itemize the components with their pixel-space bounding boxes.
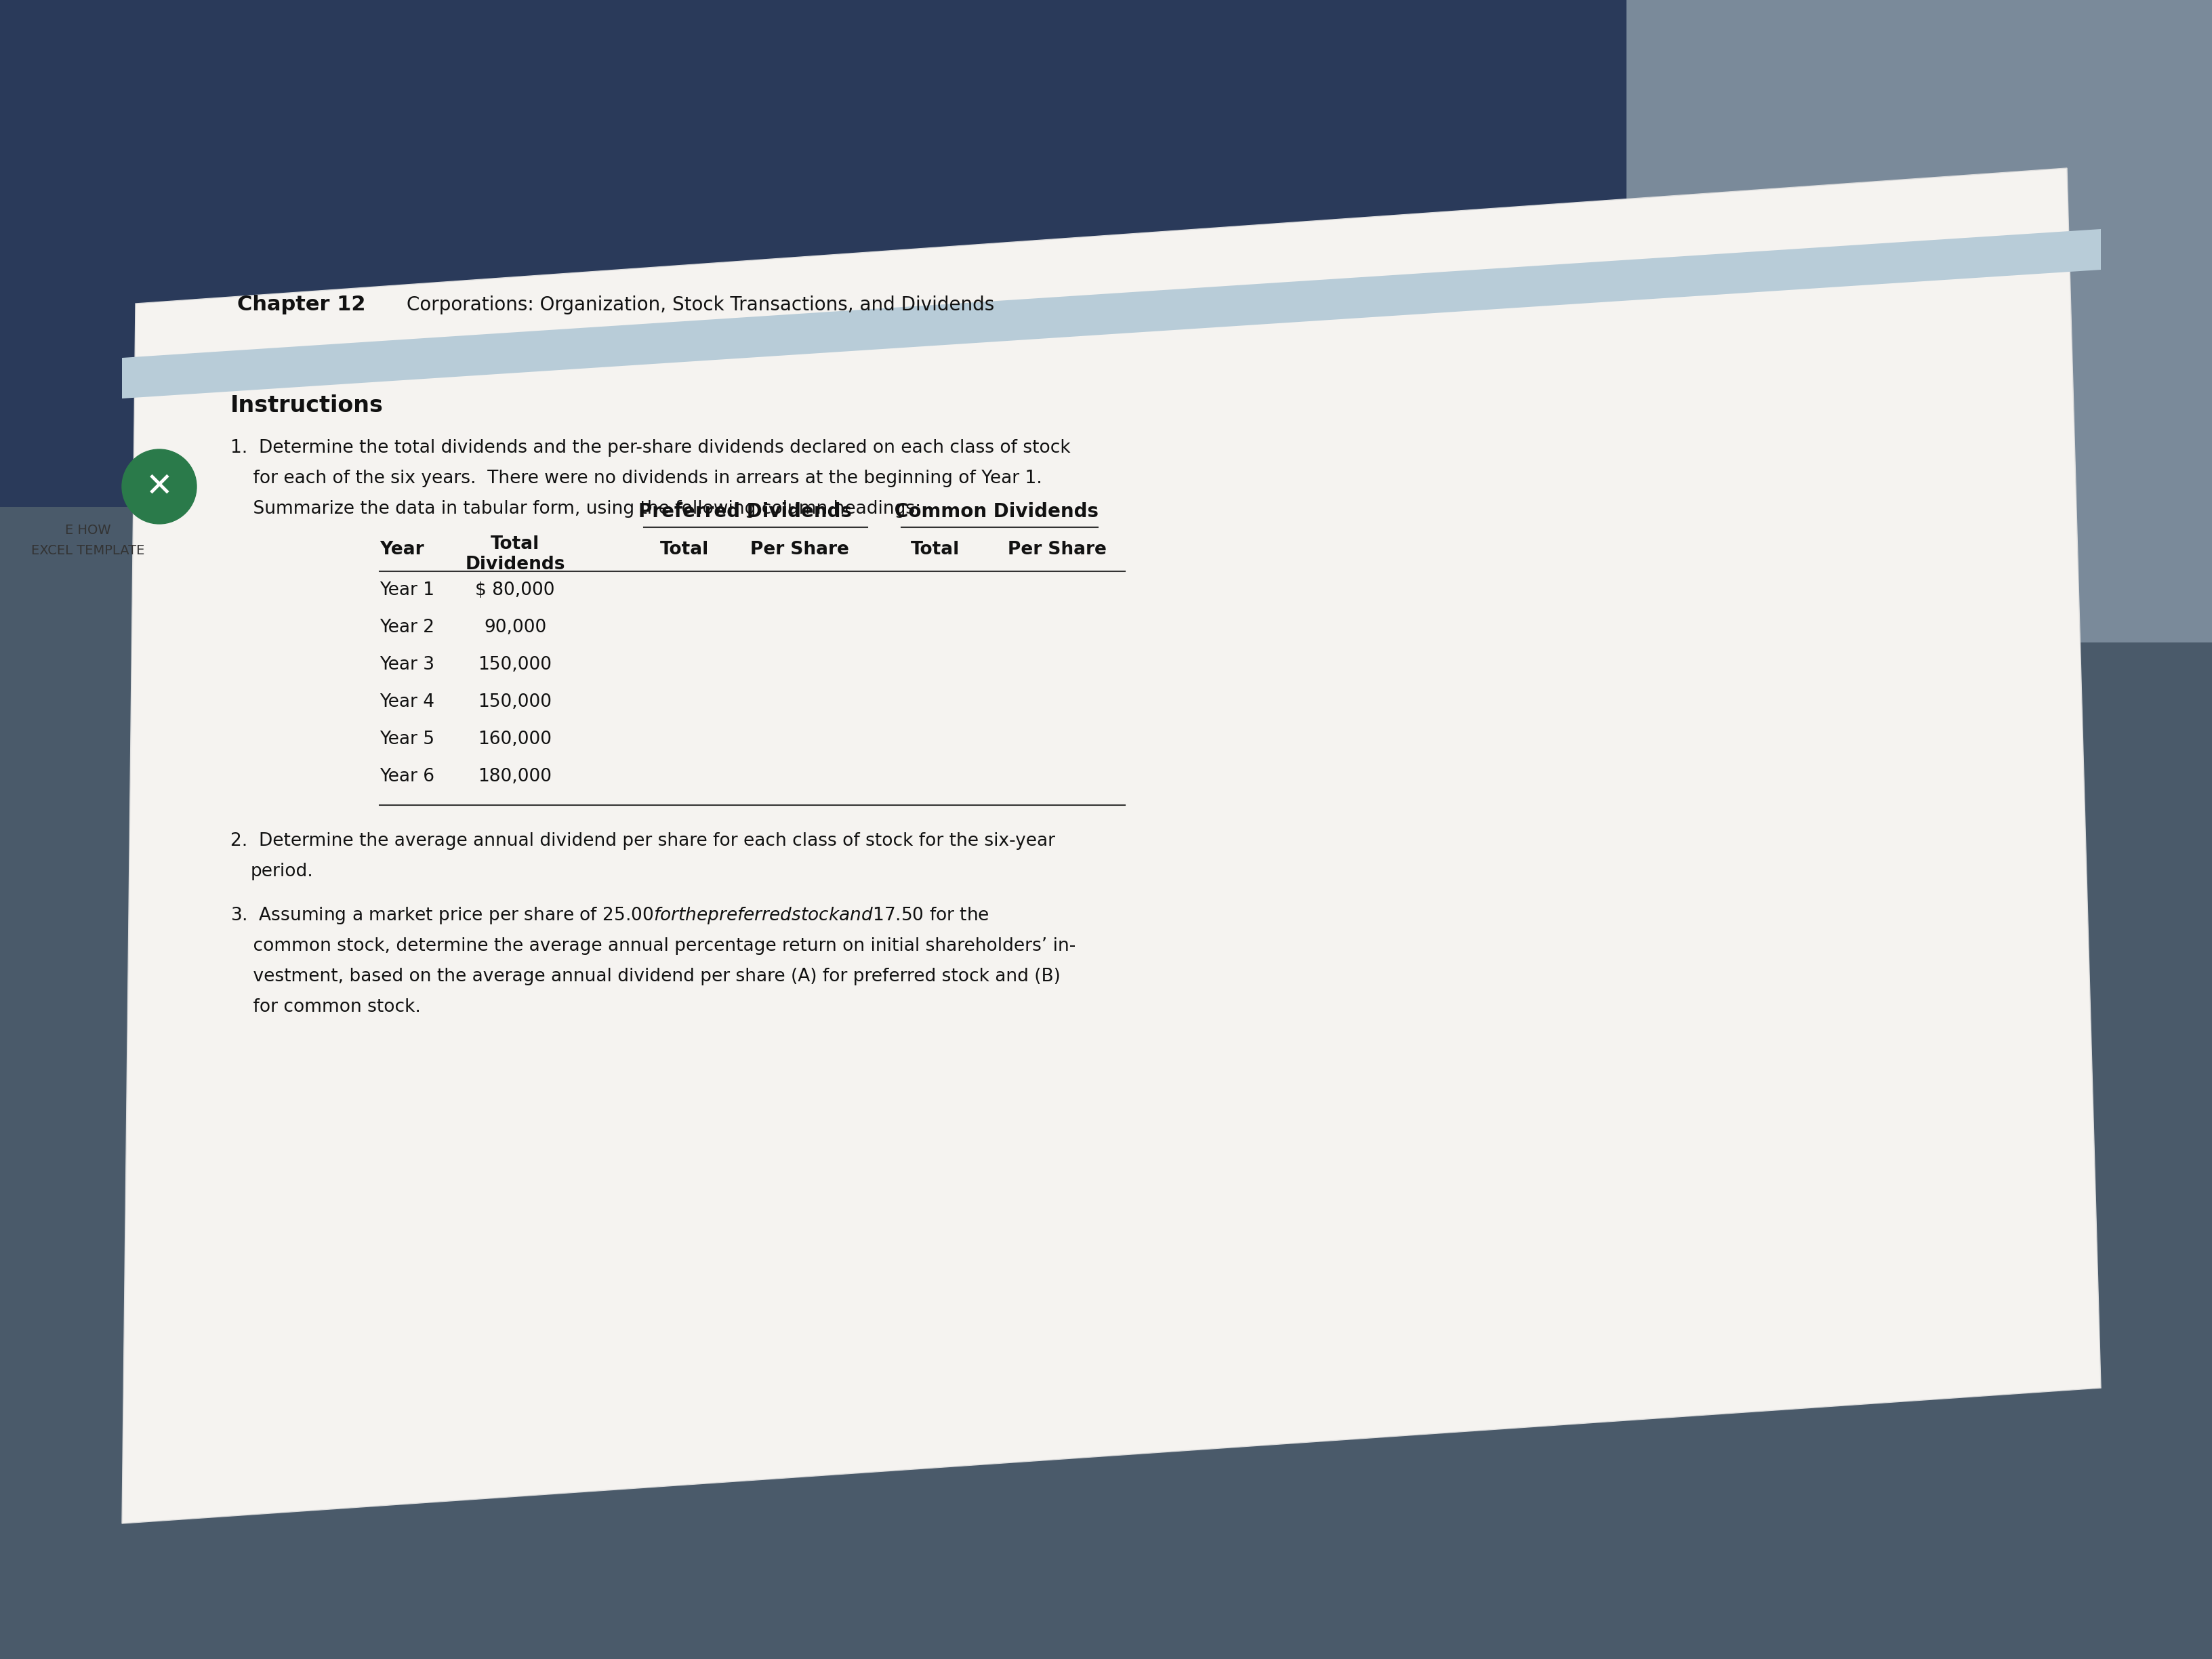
- Text: Total: Total: [911, 541, 960, 559]
- Text: Common Dividends: Common Dividends: [894, 503, 1097, 521]
- Text: Total: Total: [659, 541, 710, 559]
- Polygon shape: [122, 168, 2101, 1523]
- Text: Summarize the data in tabular form, using the following column headings:: Summarize the data in tabular form, usin…: [230, 499, 920, 518]
- Text: 160,000: 160,000: [478, 730, 553, 748]
- Text: $ 80,000: $ 80,000: [476, 581, 555, 599]
- Text: Instructions: Instructions: [230, 395, 383, 416]
- Text: Year 4: Year 4: [380, 693, 434, 712]
- Text: vestment, based on the average annual dividend per share (A) for preferred stock: vestment, based on the average annual di…: [230, 967, 1060, 985]
- Text: Year 3: Year 3: [380, 655, 434, 674]
- Text: 150,000: 150,000: [478, 655, 553, 674]
- Text: Chapter 12: Chapter 12: [237, 295, 365, 315]
- Text: Year: Year: [380, 541, 425, 559]
- Text: ✕: ✕: [146, 469, 173, 503]
- Text: 3.  Assuming a market price per share of $25.00 for the preferred stock and $17.: 3. Assuming a market price per share of …: [230, 906, 989, 926]
- Text: EXCEL TEMPLATE: EXCEL TEMPLATE: [31, 544, 144, 557]
- Circle shape: [122, 450, 197, 524]
- Polygon shape: [122, 229, 2101, 398]
- Text: Year 5: Year 5: [380, 730, 434, 748]
- Polygon shape: [0, 0, 2212, 508]
- Text: 150,000: 150,000: [478, 693, 553, 712]
- Text: 1.  Determine the total dividends and the per-share dividends declared on each c: 1. Determine the total dividends and the…: [230, 440, 1071, 456]
- Text: common stock, determine the average annual percentage return on initial sharehol: common stock, determine the average annu…: [230, 937, 1075, 956]
- Text: Preferred Dividends: Preferred Dividends: [639, 503, 852, 521]
- Text: Total
Dividends: Total Dividends: [465, 536, 564, 574]
- Text: 2.  Determine the average annual dividend per share for each class of stock for : 2. Determine the average annual dividend…: [230, 833, 1055, 849]
- Text: for each of the six years.  There were no dividends in arrears at the beginning : for each of the six years. There were no…: [230, 469, 1042, 488]
- Text: Corporations: Organization, Stock Transactions, and Dividends: Corporations: Organization, Stock Transa…: [407, 295, 995, 315]
- Text: 90,000: 90,000: [484, 619, 546, 637]
- Text: 180,000: 180,000: [478, 768, 553, 785]
- Text: for common stock.: for common stock.: [230, 999, 420, 1015]
- Polygon shape: [1626, 0, 2212, 642]
- Text: Per Share: Per Share: [1009, 541, 1106, 559]
- Text: Year 2: Year 2: [380, 619, 434, 637]
- Text: Per Share: Per Share: [750, 541, 849, 559]
- Text: period.: period.: [250, 863, 314, 881]
- Text: Year 1: Year 1: [380, 581, 434, 599]
- Text: Year 6: Year 6: [380, 768, 434, 785]
- Text: E HOW: E HOW: [64, 524, 111, 538]
